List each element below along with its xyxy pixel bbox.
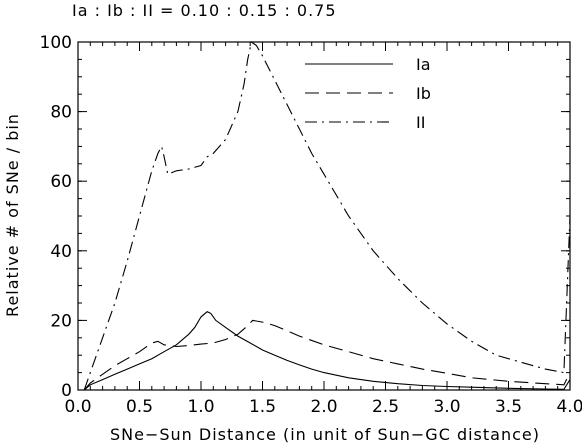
x-tick-label: 0.5 (126, 397, 153, 417)
y-tick-label: 80 (50, 103, 72, 123)
legend-label-ia: Ia (416, 55, 431, 74)
y-tick-label: 0 (61, 381, 72, 401)
y-tick-label: 40 (50, 242, 72, 262)
x-tick-label: 1.5 (249, 397, 276, 417)
y-axis-label: Relative # of SNe / bin (3, 113, 22, 317)
series-lines (83, 41, 571, 391)
x-axis-label: SNe−Sun Distance (in unit of Sun−GC dist… (110, 425, 540, 444)
y-tick-label: 100 (40, 33, 72, 53)
x-tick-label: 3.5 (495, 397, 522, 417)
legend-label-ib: Ib (416, 84, 431, 103)
x-tick-label: 2.0 (310, 397, 337, 417)
plot-area-border (77, 41, 571, 391)
plot-frame (77, 41, 571, 391)
axis-ticks: 0.0 0.5 1.0 1.5 2.0 2.5 3.0 3.5 4.0 0 20 40 60 80 100 (40, 33, 582, 417)
y-tick-label: 20 (50, 311, 72, 331)
series-line-ia (83, 311, 571, 391)
x-tick-label: 2.5 (372, 397, 399, 417)
x-tick-label: 1.0 (187, 397, 214, 417)
series-line-ii (83, 41, 571, 391)
ratio-text: Ia : Ib : II = 0.10 : 0.15 : 0.75 (72, 1, 337, 20)
x-tick-label: 4.0 (556, 397, 582, 417)
x-tick-label: 0.0 (64, 397, 91, 417)
x-tick-label: 3.0 (433, 397, 460, 417)
y-tick-label: 60 (50, 172, 72, 192)
series-line-ib (83, 319, 571, 391)
legend-label-ii: II (416, 113, 425, 132)
legend: Ia Ib II (305, 55, 431, 132)
